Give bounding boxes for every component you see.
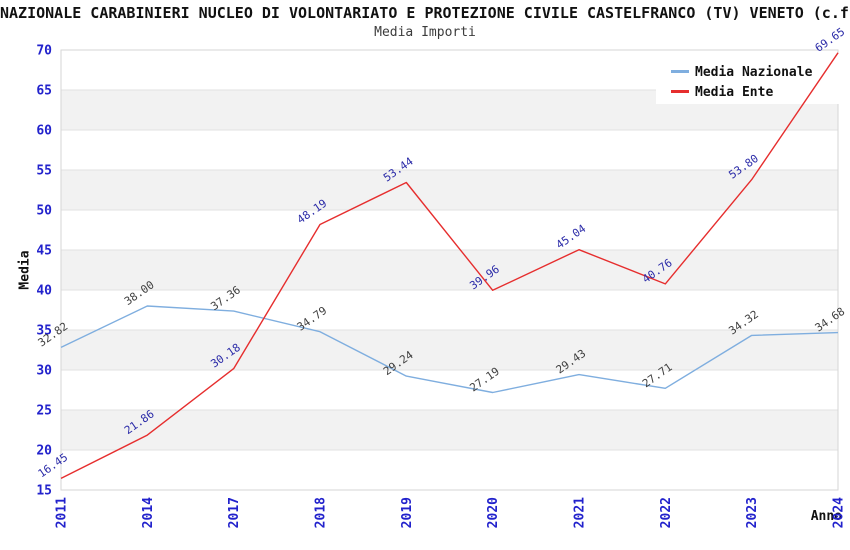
legend: Media Nazionale Media Ente — [671, 65, 813, 100]
y-tick-label: 50 — [36, 204, 52, 219]
grid-band — [61, 330, 838, 370]
legend-box — [656, 54, 842, 104]
x-axis-title: Anno — [810, 509, 842, 524]
x-tick-label: 2018 — [314, 497, 329, 528]
y-tick-label: 15 — [36, 484, 52, 499]
grid-band — [61, 170, 838, 210]
x-tick-label: 2024 — [832, 497, 847, 528]
y-tick-label: 25 — [36, 404, 52, 419]
series-line — [60, 305, 839, 394]
grid-lines — [61, 49, 838, 491]
x-tick-labels: 2011 2014 2017 2018 2019 2020 2021 2022 2023 2024 — [55, 497, 847, 528]
series-line — [60, 52, 839, 480]
x-tick-label: 2011 — [55, 497, 70, 528]
y-tick-labels: 15 20 25 30 35 40 45 50 55 60 65 70 — [36, 44, 52, 499]
point-label: 45.04 — [554, 222, 589, 252]
x-tick-label: 2020 — [486, 497, 501, 528]
x-tick-label: 2019 — [400, 497, 415, 528]
x-tick-label: 2021 — [573, 497, 588, 528]
x-tick-label: 2014 — [141, 497, 156, 528]
series-lines — [60, 52, 839, 480]
grid-bands — [61, 90, 838, 450]
y-tick-label: 70 — [36, 44, 52, 59]
x-tick-label: 2022 — [659, 497, 674, 528]
y-tick-label: 55 — [36, 164, 52, 179]
legend-label-nazionale: Media Nazionale — [695, 65, 813, 80]
y-tick-label: 35 — [36, 324, 52, 339]
chart-title: NAZIONALE CARABINIERI NUCLEO DI VOLONTAR… — [0, 4, 849, 22]
y-tick-label: 40 — [36, 284, 52, 299]
x-tick-label: 2023 — [745, 497, 760, 528]
x-tick-label: 2017 — [227, 497, 242, 528]
y-tick-label: 30 — [36, 364, 52, 379]
legend-label-ente: Media Ente — [695, 85, 773, 100]
y-tick-label: 65 — [36, 84, 52, 99]
grid-band — [61, 410, 838, 450]
y-tick-label: 60 — [36, 124, 52, 139]
y-tick-label: 20 — [36, 444, 52, 459]
y-tick-label: 45 — [36, 244, 52, 259]
plot-border — [60, 49, 839, 491]
chart-subtitle: Media Importi — [374, 25, 476, 40]
grid-band — [61, 250, 838, 290]
